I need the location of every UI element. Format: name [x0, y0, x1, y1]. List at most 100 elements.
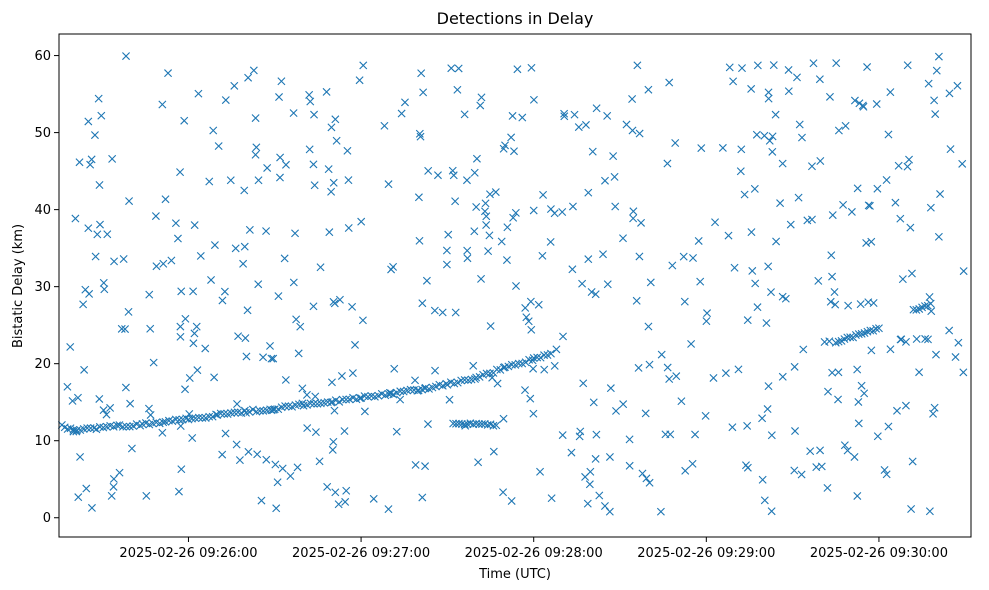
- detection-marker: [488, 373, 497, 382]
- chart-title: Detections in Delay: [437, 9, 594, 28]
- detection-marker: [764, 262, 773, 271]
- detection-marker: [296, 322, 305, 331]
- detection-marker: [591, 290, 600, 299]
- detection-marker: [619, 234, 627, 243]
- detection-marker: [873, 432, 882, 441]
- detection-marker: [521, 358, 530, 367]
- detection-marker: [901, 337, 910, 346]
- detection-marker: [91, 252, 100, 261]
- detection-marker: [587, 288, 596, 296]
- detection-marker: [481, 199, 490, 208]
- detection-marker: [609, 152, 618, 161]
- detection-marker: [546, 205, 555, 214]
- detection-marker: [854, 419, 863, 428]
- detection-marker: [799, 345, 808, 354]
- detection-marker: [433, 171, 442, 180]
- detection-marker: [907, 269, 916, 278]
- detection-marker: [872, 324, 881, 333]
- detection-marker: [825, 92, 834, 101]
- detection-marker: [753, 61, 762, 70]
- detection-marker: [534, 300, 543, 309]
- detection-marker: [325, 228, 334, 237]
- detection-marker: [951, 353, 960, 362]
- detection-marker: [850, 452, 859, 461]
- detection-marker: [854, 397, 863, 406]
- detection-marker: [416, 132, 425, 141]
- detection-marker: [527, 63, 536, 72]
- detection-marker: [342, 486, 351, 495]
- detection-marker: [251, 150, 260, 159]
- x-tick-label: 2025-02-26 09:27:00: [292, 546, 430, 561]
- detection-marker: [753, 303, 762, 312]
- detection-marker: [244, 73, 253, 82]
- detection-marker: [418, 299, 427, 308]
- detection-marker: [415, 236, 424, 245]
- detection-marker: [251, 114, 260, 123]
- detection-marker: [406, 385, 415, 394]
- detection-marker: [492, 365, 501, 374]
- detection-marker: [187, 414, 196, 423]
- detection-marker: [146, 410, 155, 419]
- detection-marker: [118, 422, 127, 431]
- detection-marker: [121, 383, 130, 392]
- y-tick-label: 60: [34, 49, 51, 64]
- detection-marker: [151, 212, 160, 221]
- detection-marker: [866, 326, 875, 335]
- detection-marker: [645, 360, 654, 369]
- detection-marker: [489, 447, 498, 456]
- detection-marker: [306, 97, 315, 106]
- detection-marker: [606, 384, 615, 393]
- detection-marker: [484, 247, 493, 256]
- detection-marker: [472, 202, 481, 211]
- detection-marker: [591, 454, 600, 463]
- detection-marker: [161, 195, 170, 204]
- x-tick-label: 2025-02-26 09:28:00: [465, 546, 603, 561]
- x-axis-label: Time (UTC): [478, 567, 551, 582]
- detection-marker: [63, 425, 72, 433]
- detection-marker: [335, 397, 344, 406]
- detection-marker: [843, 333, 852, 342]
- detection-marker: [560, 109, 569, 118]
- detection-marker: [262, 227, 271, 236]
- detection-marker: [188, 434, 197, 443]
- detection-marker: [329, 437, 338, 446]
- detection-marker: [536, 467, 545, 476]
- detection-marker: [927, 307, 936, 316]
- detection-marker: [633, 61, 642, 70]
- detection-marker: [194, 89, 203, 98]
- detection-marker: [930, 96, 939, 105]
- detection-marker: [945, 326, 954, 335]
- detection-marker: [528, 356, 537, 365]
- detection-marker: [482, 369, 491, 378]
- detection-marker: [241, 334, 250, 343]
- detection-marker: [289, 109, 298, 118]
- detection-marker: [862, 238, 871, 247]
- detection-marker: [220, 287, 229, 296]
- detection-marker: [173, 234, 182, 243]
- detection-marker: [574, 123, 583, 132]
- detection-marker: [540, 351, 549, 360]
- detection-marker: [499, 414, 508, 423]
- detection-marker: [171, 415, 180, 424]
- detection-marker: [518, 113, 527, 122]
- detection-marker: [568, 265, 577, 274]
- detection-marker: [743, 421, 752, 430]
- detection-marker: [863, 63, 872, 72]
- detection-marker: [144, 404, 153, 413]
- detection-marker: [546, 349, 555, 358]
- detection-marker: [741, 461, 750, 470]
- detection-marker: [193, 366, 202, 375]
- detection-marker: [331, 488, 340, 497]
- detection-marker: [355, 76, 364, 85]
- detection-marker: [646, 278, 655, 287]
- detection-marker: [632, 296, 641, 305]
- detection-marker: [447, 64, 456, 73]
- detection-marker: [453, 85, 462, 94]
- detection-marker: [396, 395, 405, 404]
- detection-marker: [728, 423, 737, 432]
- detection-marker: [599, 250, 607, 259]
- detection-marker: [525, 355, 534, 364]
- detection-marker: [176, 168, 185, 177]
- detection-marker: [600, 502, 609, 510]
- detection-marker: [767, 507, 776, 516]
